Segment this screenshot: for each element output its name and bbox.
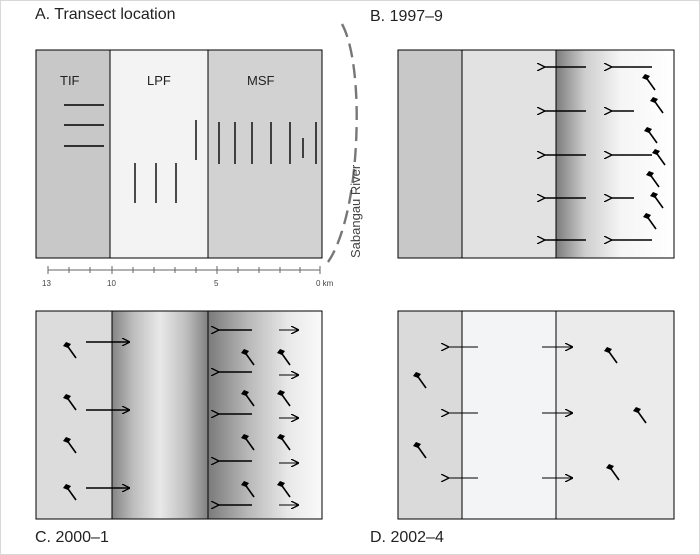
panel-c-diagram — [35, 310, 323, 520]
scale-label-13: 13 — [42, 279, 51, 288]
zone-label-msf: MSF — [247, 73, 275, 88]
scale-bar — [47, 266, 321, 274]
panel-d-diagram — [397, 310, 675, 520]
tif-zone — [35, 49, 111, 259]
scale-label-0km: 0 km — [316, 279, 334, 288]
tif-transects — [64, 104, 104, 147]
arrow-icon — [448, 347, 572, 478]
panel-a-title: A. Transect location — [35, 6, 176, 23]
arrow-icon — [279, 330, 298, 505]
panel-b-title: B. 1997–9 — [370, 8, 443, 25]
panel-c-title: C. 2000–1 — [35, 529, 109, 546]
panel-a-map: TIF LPF MSF Sabangau River — [35, 23, 363, 288]
scale-label-5: 5 — [214, 279, 219, 288]
lpf-zone — [109, 49, 209, 259]
scale-label-10: 10 — [107, 279, 116, 288]
river-label: Sabangau River — [348, 164, 363, 258]
zone-label-lpf: LPF — [147, 73, 171, 88]
msf-transects — [195, 120, 317, 164]
msf-zone — [207, 49, 323, 259]
arrow-icon — [86, 330, 252, 505]
panel-d-title: D. 2002–4 — [370, 529, 444, 546]
zone-label-tif: TIF — [60, 73, 80, 88]
arrow-icon — [544, 67, 652, 240]
panel-b-diagram — [397, 49, 675, 259]
river-line — [327, 23, 358, 263]
lpf-transects — [134, 163, 177, 203]
